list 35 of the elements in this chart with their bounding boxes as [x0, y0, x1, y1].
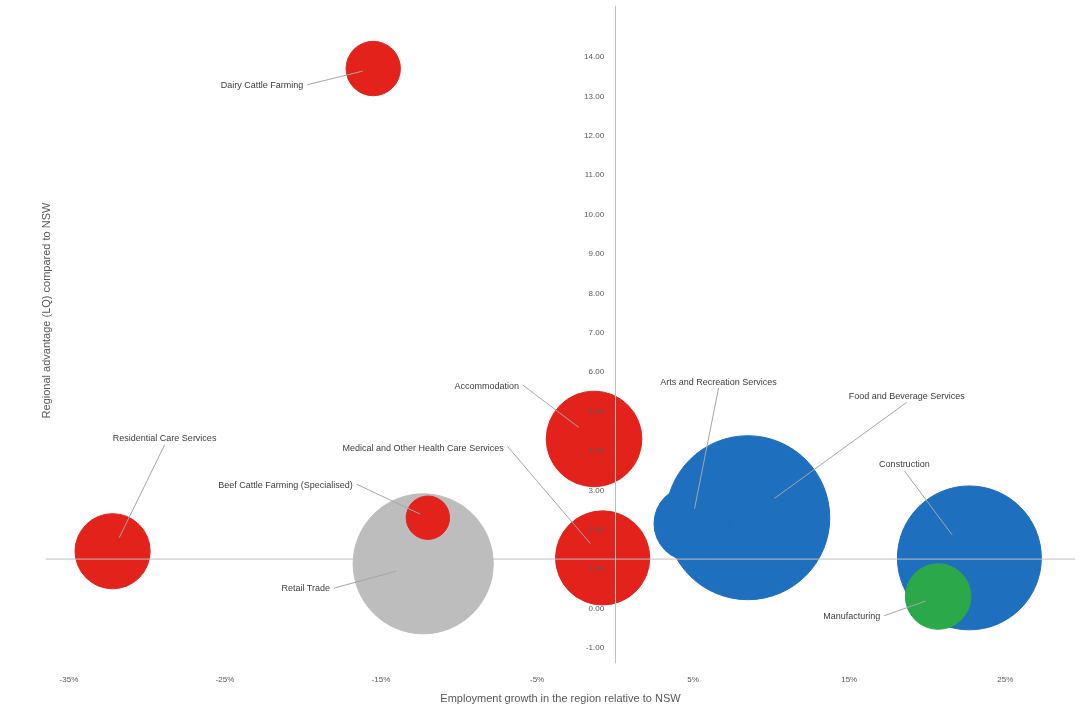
- y-tick-label: 4.00: [588, 446, 605, 456]
- text: Arts and Recreation Services: [660, 376, 778, 387]
- y-tick-label: 14.00: [584, 52, 605, 62]
- text: Retail Trade: [281, 582, 331, 593]
- y-tick-label: 9.00: [588, 249, 605, 259]
- y-tick-label: 0.00: [588, 603, 605, 613]
- y-tick-label: 6.00: [588, 367, 605, 377]
- text: Construction: [879, 458, 930, 469]
- text: Beef Cattle Farming (Specialised): [218, 479, 353, 490]
- y-tick-label: 7.00: [588, 328, 605, 338]
- text: Dairy Cattle Farming: [220, 79, 304, 90]
- x-tick-label: -25%: [215, 674, 235, 684]
- text: Medical and Other Health Care Services: [342, 442, 505, 453]
- x-tick-label: -5%: [529, 674, 545, 684]
- y-tick-label: 3.00: [588, 485, 605, 495]
- y-tick-label: 2.00: [588, 525, 605, 535]
- x-axis-title: Employment growth in the region relative to NSW: [440, 691, 682, 704]
- x-tick-label: 15%: [841, 674, 858, 684]
- text: Accommodation: [454, 380, 520, 391]
- text: Residential Care Services: [112, 433, 217, 444]
- y-tick-label: 1.00: [588, 564, 605, 574]
- text: Manufacturing: [823, 610, 881, 621]
- y-tick-label: 8.00: [588, 288, 605, 298]
- y-axis-title: Regional advantage (LQ) compared to NSW: [39, 201, 52, 419]
- x-tick-label: 25%: [997, 674, 1014, 684]
- y-tick-label: 12.00: [584, 131, 605, 141]
- y-tick-label: 13.00: [584, 91, 605, 101]
- text: Food and Beverage Services: [848, 390, 966, 401]
- y-tick-label: -1.00: [585, 643, 605, 653]
- y-tick-label: 5.00: [588, 406, 605, 416]
- x-tick-label: 5%: [687, 674, 699, 684]
- x-tick-label: -35%: [59, 674, 79, 684]
- y-tick-label: 11.00: [584, 170, 605, 180]
- y-tick-label: 10.00: [584, 209, 605, 219]
- x-tick-label: -15%: [371, 674, 391, 684]
